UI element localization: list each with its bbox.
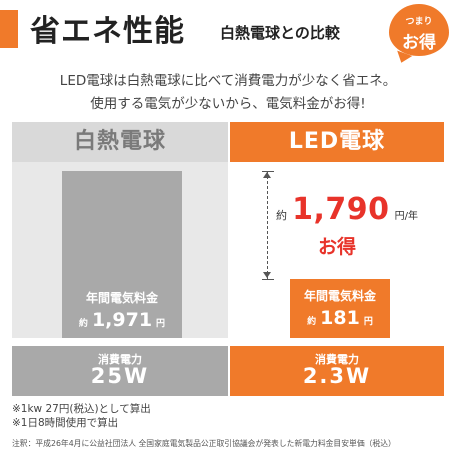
led-power-box: 消費電力 2.3W: [230, 346, 444, 396]
incandescent-power-box: 消費電力 25W: [12, 346, 228, 396]
incandescent-power-value: 25W: [90, 364, 150, 388]
incandescent-cost-bar: 年間電気料金 約 1,971 円: [62, 171, 182, 338]
led-unit: 円: [363, 317, 373, 327]
dimension-line: [267, 171, 268, 279]
incandescent-bar-label: 年間電気料金: [85, 291, 158, 305]
badge-main-text: お得: [402, 33, 436, 53]
incandescent-header: 白熱電球: [12, 122, 228, 162]
note-line-1: ※1kw 27円(税込)として算出: [12, 403, 151, 415]
savings-value: 1,790: [292, 192, 390, 227]
footnote: 注釈：平成26年4月に公益社団法人 全国家庭電気製品公正取引協議会が発表した新電…: [12, 439, 396, 448]
dimension-cap-bottom: [262, 279, 274, 280]
led-value: 181: [320, 307, 360, 329]
led-cost-bar: 年間電気料金 約 181 円: [290, 279, 390, 338]
led-bar-value-row: 約 181 円: [290, 307, 390, 329]
arrow-down-icon: [263, 272, 271, 278]
led-header: LED電球: [230, 122, 444, 162]
intro-line-1: LED電球は白熱電球に比べて消費電力が少なく省エネ。: [59, 73, 397, 89]
intro-line-2: 使用する電気が少ないから、電気料金がお得!: [90, 96, 366, 112]
incandescent-power-label: 消費電力: [98, 353, 142, 366]
badge-small-text: つまり: [405, 17, 433, 27]
savings-prefix: 約: [276, 209, 287, 222]
incandescent-unit: 円: [156, 319, 166, 329]
header: 省エネ性能 白熱電球との比較 つまり お得: [0, 0, 456, 58]
incandescent-value: 1,971: [91, 309, 153, 331]
intro-text: LED電球は白熱電球に比べて消費電力が少なく省エネ。 使用する電気が少ないから、…: [0, 70, 456, 116]
savings-amount: 約 1,790 円/年: [276, 192, 446, 227]
header-accent-bar: [0, 10, 18, 48]
led-prefix: 約: [307, 317, 317, 327]
page-title: 省エネ性能: [30, 14, 185, 49]
calculation-notes: ※1kw 27円(税込)として算出 ※1日8時間使用で算出: [12, 402, 151, 430]
led-power-value: 2.3W: [302, 364, 372, 388]
speech-bubble-badge: つまり お得: [389, 4, 449, 56]
page-subtitle: 白熱電球との比較: [220, 24, 340, 42]
incandescent-prefix: 約: [78, 319, 88, 329]
incandescent-bar-value-row: 約 1,971 円: [62, 309, 182, 331]
note-line-2: ※1日8時間使用で算出: [12, 417, 119, 429]
led-power-label: 消費電力: [315, 353, 359, 366]
led-bar-label: 年間電気料金: [303, 289, 376, 303]
dimension-cap-top: [262, 171, 274, 172]
savings-tag: お得: [318, 236, 357, 258]
arrow-up-icon: [263, 172, 271, 178]
savings-unit: 円/年: [394, 211, 418, 222]
